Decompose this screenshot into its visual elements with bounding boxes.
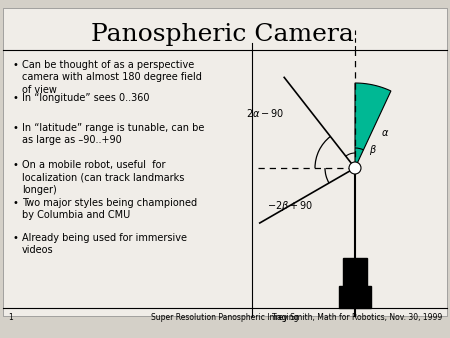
- Text: In “longitude” sees 0..360: In “longitude” sees 0..360: [22, 93, 149, 103]
- Text: •: •: [12, 60, 18, 70]
- Text: Two major styles being championed
by Columbia and CMU: Two major styles being championed by Col…: [22, 198, 197, 220]
- Text: •: •: [12, 160, 18, 170]
- Text: •: •: [12, 233, 18, 243]
- Text: On a mobile robot, useful  for
localization (can track landmarks
longer): On a mobile robot, useful for localizati…: [22, 160, 184, 195]
- Bar: [343, 258, 367, 288]
- Text: $\alpha$: $\alpha$: [381, 128, 389, 138]
- Text: 1: 1: [8, 314, 13, 322]
- Text: Can be thought of as a perspective
camera with almost 180 degree field
of view: Can be thought of as a perspective camer…: [22, 60, 202, 95]
- Text: $2\alpha-90$: $2\alpha-90$: [246, 107, 284, 119]
- Text: $-2\beta+90$: $-2\beta+90$: [267, 199, 313, 213]
- Circle shape: [349, 162, 361, 174]
- Text: Already being used for immersive
videos: Already being used for immersive videos: [22, 233, 187, 256]
- Text: Panospheric Camera: Panospheric Camera: [90, 23, 353, 46]
- Text: Trey Smith, Math for Robotics, Nov. 30, 1999: Trey Smith, Math for Robotics, Nov. 30, …: [272, 314, 442, 322]
- Text: Super Resolution Panospheric Imaging: Super Resolution Panospheric Imaging: [151, 314, 299, 322]
- Text: $\beta$: $\beta$: [369, 143, 377, 157]
- Text: In “latitude” range is tunable, can be
as large as –90..+90: In “latitude” range is tunable, can be a…: [22, 123, 204, 145]
- Text: •: •: [12, 123, 18, 133]
- Polygon shape: [355, 83, 391, 168]
- Text: •: •: [12, 198, 18, 208]
- Bar: [339, 286, 371, 308]
- Text: •: •: [12, 93, 18, 103]
